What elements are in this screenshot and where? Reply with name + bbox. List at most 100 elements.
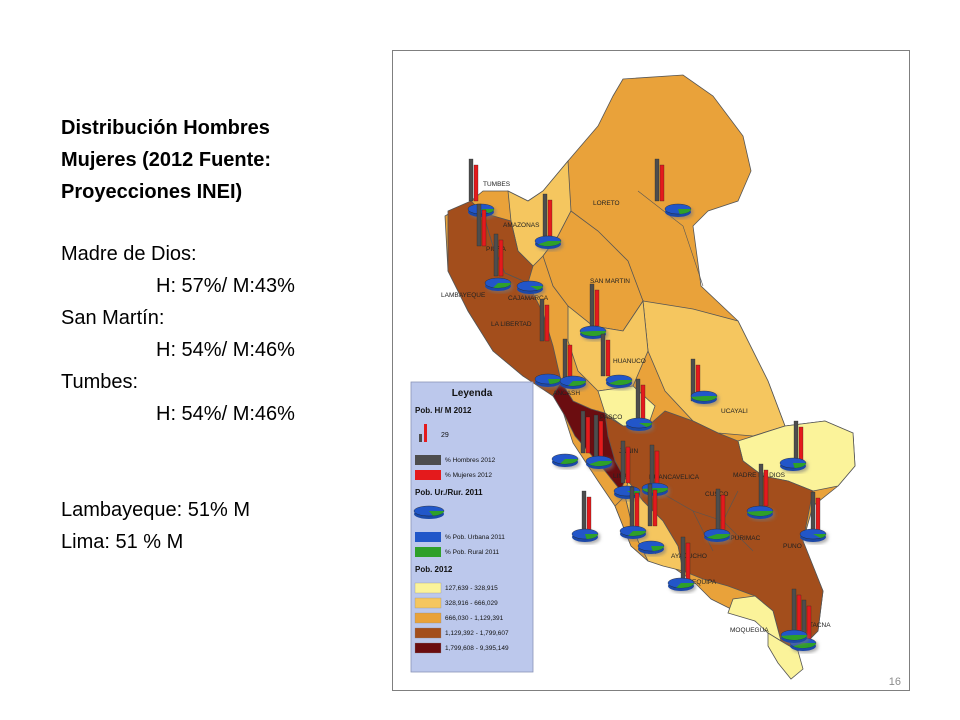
region-ratio: H: 57%/ M:43% — [156, 275, 295, 297]
hombres-bar — [600, 333, 606, 377]
hombres-bar — [647, 483, 653, 527]
label-pasco: PASCO — [600, 414, 622, 421]
legend-label-urbana: % Pob. Urbana 2011 — [445, 534, 505, 541]
legend-background — [410, 381, 534, 673]
hombres-bar — [680, 536, 686, 580]
legend: Leyenda Pob. H/ M 2012 29 % Hombres 2012… — [410, 381, 534, 673]
hombres-bar — [715, 488, 721, 532]
mujeres-bar — [567, 344, 573, 382]
region-tacna — [767, 632, 804, 680]
note-line: Lambayeque: 51% M — [61, 499, 251, 521]
region-ratio: H: 54%/ M:46% — [156, 403, 295, 425]
urban-rural-pie — [799, 528, 827, 542]
label-lalibertad: LA LIBERTAD — [491, 321, 532, 328]
label-lambayeque: LAMBAYEQUE — [441, 292, 486, 299]
mujeres-bar — [634, 492, 640, 530]
hombres-bar — [629, 486, 635, 530]
urban-rural-pie — [690, 390, 718, 404]
urban-rural-pie — [667, 577, 695, 591]
mujeres-bar — [605, 339, 611, 377]
legend-swatch-class4 — [414, 627, 442, 639]
mujeres-bar — [585, 416, 591, 454]
map-canvas: TUMBES LORETO AMAZONAS PIURA SAN MARTIN … — [410, 74, 856, 680]
legend-label-mujeres: % Mujeres 2012 — [445, 472, 492, 479]
legend-sample-value: 29 — [441, 432, 449, 439]
legend-class-label: 1,129,392 - 1,799,607 — [445, 630, 509, 637]
legend-swatch-mujeres — [415, 470, 441, 480]
legend-title: Leyenda — [452, 388, 493, 399]
label-puno: PUNO — [783, 543, 802, 550]
hombres-bar — [793, 420, 799, 464]
urban-rural-pie — [579, 325, 607, 339]
urban-rural-pie — [516, 280, 544, 294]
mujeres-bar — [685, 542, 691, 580]
legend-class-label: 1,799,608 - 9,395,149 — [445, 645, 509, 652]
region-name: San Martín: — [61, 307, 165, 329]
label-ucayali: UCAYALI — [721, 408, 748, 415]
urban-rural-pie — [637, 540, 665, 554]
legend-sample-pie — [413, 505, 445, 519]
legend-swatch-class2 — [414, 597, 442, 609]
legend-swatch-hombres — [415, 455, 441, 465]
mujeres-bar — [654, 450, 660, 488]
urban-rural-pie — [664, 203, 692, 217]
legend-swatch-urbana — [415, 532, 441, 542]
legend-section-pob: Pob. 2012 — [415, 565, 453, 574]
hombres-bar — [791, 588, 797, 632]
mujeres-bar — [640, 384, 646, 422]
legend-class-label: 666,030 - 1,129,391 — [445, 615, 504, 622]
label-apurimac: APURIMAC — [726, 535, 761, 542]
mujeres-bar — [544, 304, 550, 342]
chart-glyphs — [467, 158, 827, 651]
region-name: Tumbes: — [61, 371, 139, 393]
label-huancavelica: HUANCAVELICA — [649, 474, 700, 481]
mujeres-bar — [652, 489, 658, 527]
mujeres-bar — [659, 164, 665, 202]
label-cajamarca: CAJAMARCA — [508, 295, 549, 302]
urban-rural-pie — [619, 525, 647, 539]
mujeres-bar — [625, 446, 631, 484]
hombres-bar — [539, 298, 545, 342]
label-tacna: TACNA — [809, 622, 831, 629]
mujeres-bar — [798, 426, 804, 464]
urban-rural-pie — [746, 505, 774, 519]
legend-label-hombres: % Hombres 2012 — [445, 457, 496, 464]
label-sanmartin: SAN MARTIN — [590, 278, 630, 285]
legend-swatch-rural — [415, 547, 441, 557]
hombres-bar — [620, 440, 626, 484]
hombres-bar — [468, 158, 474, 202]
label-huanuco: HUANUCO — [613, 358, 646, 365]
legend-section-ur: Pob. Ur./Rur. 2011 — [415, 488, 483, 497]
hombres-bar — [635, 378, 641, 422]
hombres-bar — [580, 410, 586, 454]
label-amazonas: AMAZONAS — [503, 222, 540, 229]
hombres-bar — [593, 414, 599, 458]
panel-title-line: Distribución Hombres — [61, 117, 270, 139]
urban-rural-pie — [703, 528, 731, 542]
label-moquegua: MOQUEGUA — [730, 627, 769, 634]
urban-rural-pie — [534, 235, 562, 249]
hombres-bar — [649, 444, 655, 488]
urban-rural-pie — [484, 277, 512, 291]
urban-rural-pie — [571, 528, 599, 542]
urban-rural-pie — [625, 417, 653, 431]
label-loreto: LORETO — [593, 200, 620, 207]
hombres-bar — [562, 338, 568, 382]
mujeres-bar — [473, 164, 479, 202]
note-line: Lima: 51 % M — [61, 531, 184, 553]
region-name: Madre de Dios: — [61, 243, 197, 265]
urban-rural-pie — [551, 453, 579, 467]
mujeres-bar — [806, 605, 812, 643]
mujeres-bar — [547, 199, 553, 237]
label-arequipa: AREQUIPA — [683, 579, 717, 586]
hombres-bar — [476, 203, 482, 247]
page-number: 16 — [888, 676, 901, 688]
hombres-bar — [581, 490, 587, 534]
mujeres-bar — [796, 594, 802, 632]
legend-label-rural: % Pob. Rural 2011 — [445, 549, 499, 556]
panel-title: Distribución Hombres Mujeres (2012 Fuent… — [61, 112, 361, 208]
label-tumbes: TUMBES — [483, 181, 511, 188]
urban-rural-pie — [534, 373, 562, 387]
description-panel: Distribución Hombres Mujeres (2012 Fuent… — [61, 112, 361, 558]
mujeres-bar — [720, 494, 726, 532]
